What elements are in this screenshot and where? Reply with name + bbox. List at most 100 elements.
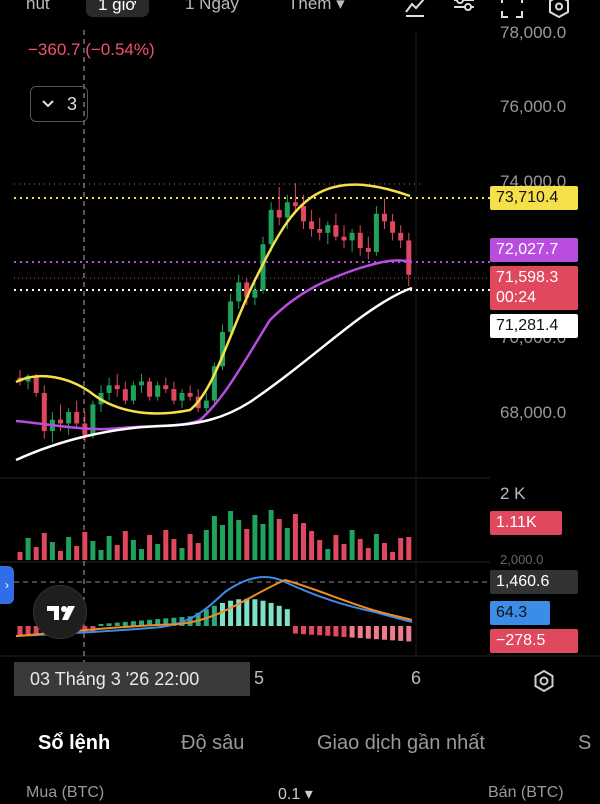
candle-body — [390, 221, 396, 233]
interval-1h-button[interactable]: 1 giờ — [86, 0, 149, 17]
volume-bar — [284, 528, 290, 560]
volume-bar — [228, 511, 234, 560]
candle-body — [74, 412, 80, 424]
candle-body — [228, 301, 234, 332]
volume-bar — [33, 547, 39, 560]
macd-histogram-bar — [365, 626, 371, 639]
macd-histogram-bar — [382, 626, 387, 640]
macd-histogram-bar — [171, 617, 177, 626]
more-intervals-button[interactable]: Thêm ▾ — [288, 0, 345, 13]
volume-bar — [25, 538, 31, 560]
macd-histogram-bar — [317, 626, 323, 636]
macd-histogram-bar — [325, 626, 331, 636]
macd-histogram-bar — [276, 605, 282, 626]
tab-order-book[interactable]: Sổ lệnh — [38, 732, 111, 754]
interval-1d-button[interactable]: 1 Ngày — [185, 0, 239, 13]
candle-body — [373, 213, 379, 252]
tradingview-logo-icon — [47, 606, 75, 620]
macd-histogram-bar — [114, 622, 120, 626]
macd-histogram-bar — [228, 600, 234, 626]
macd-histogram-bar — [187, 616, 193, 626]
volume-bar — [90, 541, 96, 560]
volume-bar — [390, 552, 396, 560]
candle-body — [58, 419, 63, 424]
candle-body — [114, 385, 120, 390]
volume-bar — [66, 537, 72, 560]
volume-bar — [171, 539, 177, 560]
volume-bar — [325, 549, 331, 560]
histogram-value-label: −278.5 — [490, 629, 578, 653]
candle-body — [341, 236, 347, 241]
candle-body — [406, 240, 412, 275]
tab-partial-next[interactable]: S — [578, 732, 592, 754]
volume-value-label: 1.11K — [490, 511, 562, 535]
last-price-value: 71,598.3 — [496, 269, 559, 286]
tab-partial[interactable]: hút — [26, 0, 50, 13]
macd-histogram-bar — [301, 626, 306, 635]
volume-bar — [244, 529, 250, 560]
candle-body — [309, 221, 315, 229]
fullscreen-icon[interactable] — [499, 0, 525, 20]
volume-bar — [147, 535, 153, 560]
volume-bar — [292, 514, 298, 560]
candle-body — [398, 232, 404, 241]
candle-body — [365, 248, 371, 252]
candle-body — [268, 209, 274, 245]
tab-depth[interactable]: Độ sâu — [181, 732, 245, 754]
chart-settings-icon[interactable] — [532, 669, 556, 693]
panel-expand-handle[interactable]: › — [0, 566, 14, 604]
volume-bar — [301, 523, 306, 560]
axis-tick: 78,000.0 — [500, 23, 567, 42]
candle-body — [41, 392, 47, 432]
volume-bar — [41, 533, 47, 560]
candle-body — [139, 381, 144, 386]
sell-column-header: Bán (BTC) — [488, 784, 564, 801]
volume-bar — [252, 515, 258, 560]
macd-histogram-bar — [98, 624, 104, 626]
macd-histogram-bar — [155, 619, 161, 626]
candle-body — [211, 366, 217, 401]
volume-bar — [122, 531, 128, 560]
volume-bar — [211, 516, 217, 560]
macd-histogram-bar — [33, 626, 39, 636]
macd-histogram-bar — [349, 626, 355, 638]
volume-bar — [365, 548, 371, 560]
volume-bar — [341, 544, 347, 560]
macd-histogram-bar — [268, 602, 274, 626]
macd-value-label: 1,460.6 — [490, 570, 578, 594]
macd-histogram-bar — [163, 618, 169, 626]
volume-axis-tick: 2 K — [500, 484, 526, 503]
macd-histogram-bar — [341, 626, 347, 637]
macd-histogram-bar — [106, 623, 112, 626]
axis-tick: 68,000.0 — [500, 403, 567, 422]
draw-tools-icon[interactable] — [402, 0, 428, 20]
indicator-settings-icon[interactable] — [451, 0, 477, 20]
quantity-precision-select[interactable]: 0.1 ▾ — [278, 786, 313, 803]
yellow-moving-average — [15, 183, 411, 415]
tradingview-logo[interactable] — [33, 585, 87, 639]
white-ma-price-label: 71,281.4 — [490, 314, 578, 338]
volume-bar — [406, 537, 412, 560]
timeframe-bar: hút 1 giờ 1 Ngày Thêm ▾ — [0, 0, 600, 26]
indicator-toggle-button[interactable]: 3 — [30, 86, 88, 122]
axis-tick: 76,000.0 — [500, 97, 567, 116]
volume-bar — [236, 520, 242, 560]
settings-hexagon-icon[interactable] — [546, 0, 572, 20]
macd-histogram-bar — [139, 620, 144, 626]
candle-body — [236, 282, 242, 302]
volume-bar — [382, 543, 387, 560]
macd-histogram-bar — [147, 619, 153, 626]
candle-body — [122, 389, 128, 401]
last-price-label: 71,598.3 00:24 — [490, 266, 578, 310]
chevron-down-icon — [42, 100, 54, 108]
candle-body — [106, 385, 112, 393]
macd-histogram-bar — [357, 626, 363, 639]
purple-moving-average — [15, 259, 413, 431]
macd-histogram-bar — [398, 626, 404, 641]
volume-bar — [49, 542, 55, 560]
candle-body — [276, 209, 282, 218]
tab-recent-trades[interactable]: Giao dịch gần nhất — [317, 732, 485, 754]
volume-bar — [276, 519, 282, 560]
macd-histogram-bar — [25, 626, 31, 636]
